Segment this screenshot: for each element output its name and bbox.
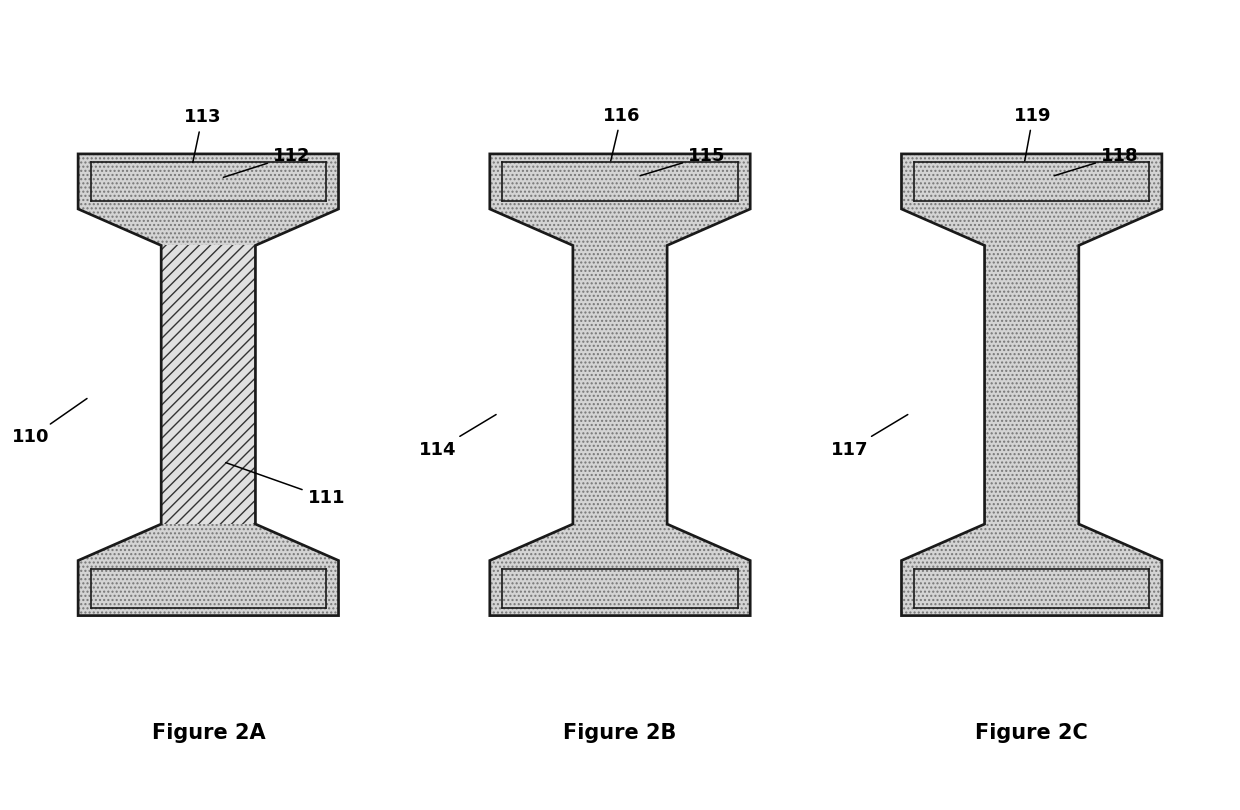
Polygon shape — [78, 154, 339, 616]
Polygon shape — [901, 154, 1162, 616]
Text: Figure 2C: Figure 2C — [976, 723, 1087, 743]
Text: 112: 112 — [223, 147, 310, 177]
Text: 115: 115 — [640, 147, 725, 176]
Polygon shape — [490, 154, 750, 616]
Text: 116: 116 — [603, 107, 640, 161]
Text: 117: 117 — [831, 415, 908, 458]
Text: 111: 111 — [226, 463, 345, 507]
Text: 114: 114 — [419, 415, 496, 458]
Text: 118: 118 — [1054, 147, 1138, 176]
Text: 113: 113 — [184, 109, 221, 163]
Text: Figure 2A: Figure 2A — [151, 723, 265, 743]
Polygon shape — [161, 245, 255, 524]
Text: 110: 110 — [12, 399, 87, 446]
Text: 119: 119 — [1014, 107, 1052, 161]
Text: Figure 2B: Figure 2B — [563, 723, 677, 743]
